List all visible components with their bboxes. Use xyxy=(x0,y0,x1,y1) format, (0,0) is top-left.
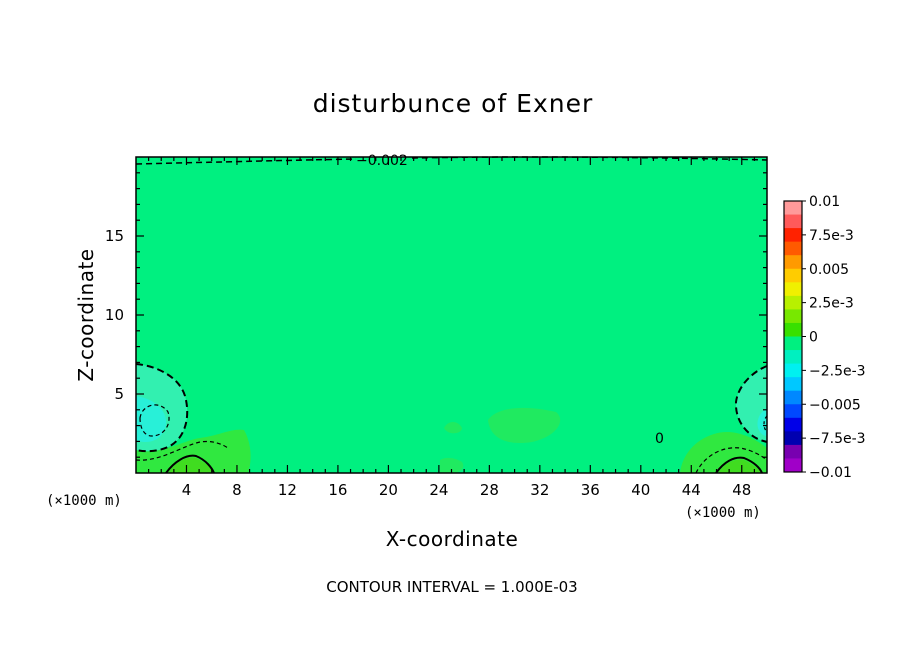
x-axis-label: X-coordinate xyxy=(386,527,519,551)
x-tick-label: 36 xyxy=(581,481,600,499)
colorbar-swatch xyxy=(784,309,802,324)
x-tick-label: 48 xyxy=(732,481,751,499)
x-tick-label: 20 xyxy=(379,481,398,499)
colorbar-label: 7.5e-3 xyxy=(809,228,854,244)
x-tick-label: 40 xyxy=(631,481,650,499)
y-tick-label: 10 xyxy=(105,306,124,324)
x-tick-label: 4 xyxy=(182,481,192,499)
contour-right-solid xyxy=(715,456,763,474)
colorbar-label: −0.005 xyxy=(809,397,861,413)
colorbar-swatch xyxy=(784,268,802,283)
x-unit-left: (×1000 m) xyxy=(46,493,122,509)
colorbar-swatch xyxy=(784,458,802,473)
contour-label-zero: 0 xyxy=(655,431,664,447)
colorbar-swatch xyxy=(784,350,802,365)
colorbar-label: 2.5e-3 xyxy=(809,296,854,312)
colorbar-label: −2.5e-3 xyxy=(809,363,866,379)
green-patch-mid2 xyxy=(440,457,464,473)
plot-area: −0.002 0 xyxy=(135,153,768,474)
x-tick-label: 12 xyxy=(278,481,297,499)
colorbar-label: 0.005 xyxy=(809,262,849,278)
colorbar-label: −7.5e-3 xyxy=(809,431,866,447)
colorbar-swatch xyxy=(784,431,802,446)
green-core-left xyxy=(168,457,214,473)
colorbar-labels: 0.01 7.5e-3 0.005 2.5e-3 0 −2.5e-3 −0.005 −7.5e… xyxy=(802,194,866,481)
colorbar-label: 0.01 xyxy=(809,194,840,210)
colorbar-swatch xyxy=(784,241,802,256)
y-axis-label: Z-coordinate xyxy=(74,248,98,381)
colorbar-swatch xyxy=(784,322,802,337)
colorbar-swatch xyxy=(784,377,802,392)
colorbar-swatch xyxy=(784,282,802,297)
contour-interval-note: CONTOUR INTERVAL = 1.000E-03 xyxy=(326,578,577,596)
y-tick-label: 15 xyxy=(105,227,124,245)
cyan-core-left xyxy=(136,396,167,442)
colorbar-label: −0.01 xyxy=(809,465,852,481)
colorbar-swatch xyxy=(784,444,802,459)
contour-right-lower-dashed xyxy=(695,447,768,474)
x-tick-label: 32 xyxy=(530,481,549,499)
green-patch-mid3 xyxy=(444,422,462,434)
colorbar xyxy=(783,200,803,473)
contour-left-outer xyxy=(135,363,189,453)
colorbar-swatch xyxy=(784,336,802,351)
colorbar-swatch xyxy=(784,390,802,405)
green-region-left xyxy=(136,429,251,473)
x-tick-label: 24 xyxy=(429,481,448,499)
x-unit-right: (×1000 m) xyxy=(685,505,761,521)
colorbar-swatch xyxy=(784,295,802,310)
colorbar-swatch xyxy=(784,417,802,432)
x-tick-label: 28 xyxy=(480,481,499,499)
y-axis-ticks: 5 10 15 xyxy=(105,172,767,458)
x-tick-label: 16 xyxy=(328,481,347,499)
colorbar-swatch xyxy=(784,228,802,243)
colorbar-swatch xyxy=(784,404,802,419)
contour-right-outer xyxy=(734,365,768,443)
x-tick-label: 44 xyxy=(682,481,701,499)
x-tick-label: 8 xyxy=(232,481,242,499)
colorbar-swatch xyxy=(784,214,802,229)
colorbar-label: 0 xyxy=(809,330,818,346)
contour-label-top: −0.002 xyxy=(356,153,408,169)
colorbar-swatch xyxy=(784,255,802,270)
contour-left-solid xyxy=(165,454,215,474)
field-background xyxy=(136,157,767,473)
colorbar-swatch xyxy=(784,201,802,216)
x-axis-ticks: 4 8 12 16 20 24 28 32 36 40 44 48 xyxy=(148,157,755,499)
y-tick-label: 5 xyxy=(114,385,124,403)
contour-right-small xyxy=(763,415,768,433)
colorbar-swatch xyxy=(784,363,802,378)
green-patch-mid xyxy=(488,407,561,444)
chart-title: disturbunce of Exner xyxy=(313,89,594,118)
